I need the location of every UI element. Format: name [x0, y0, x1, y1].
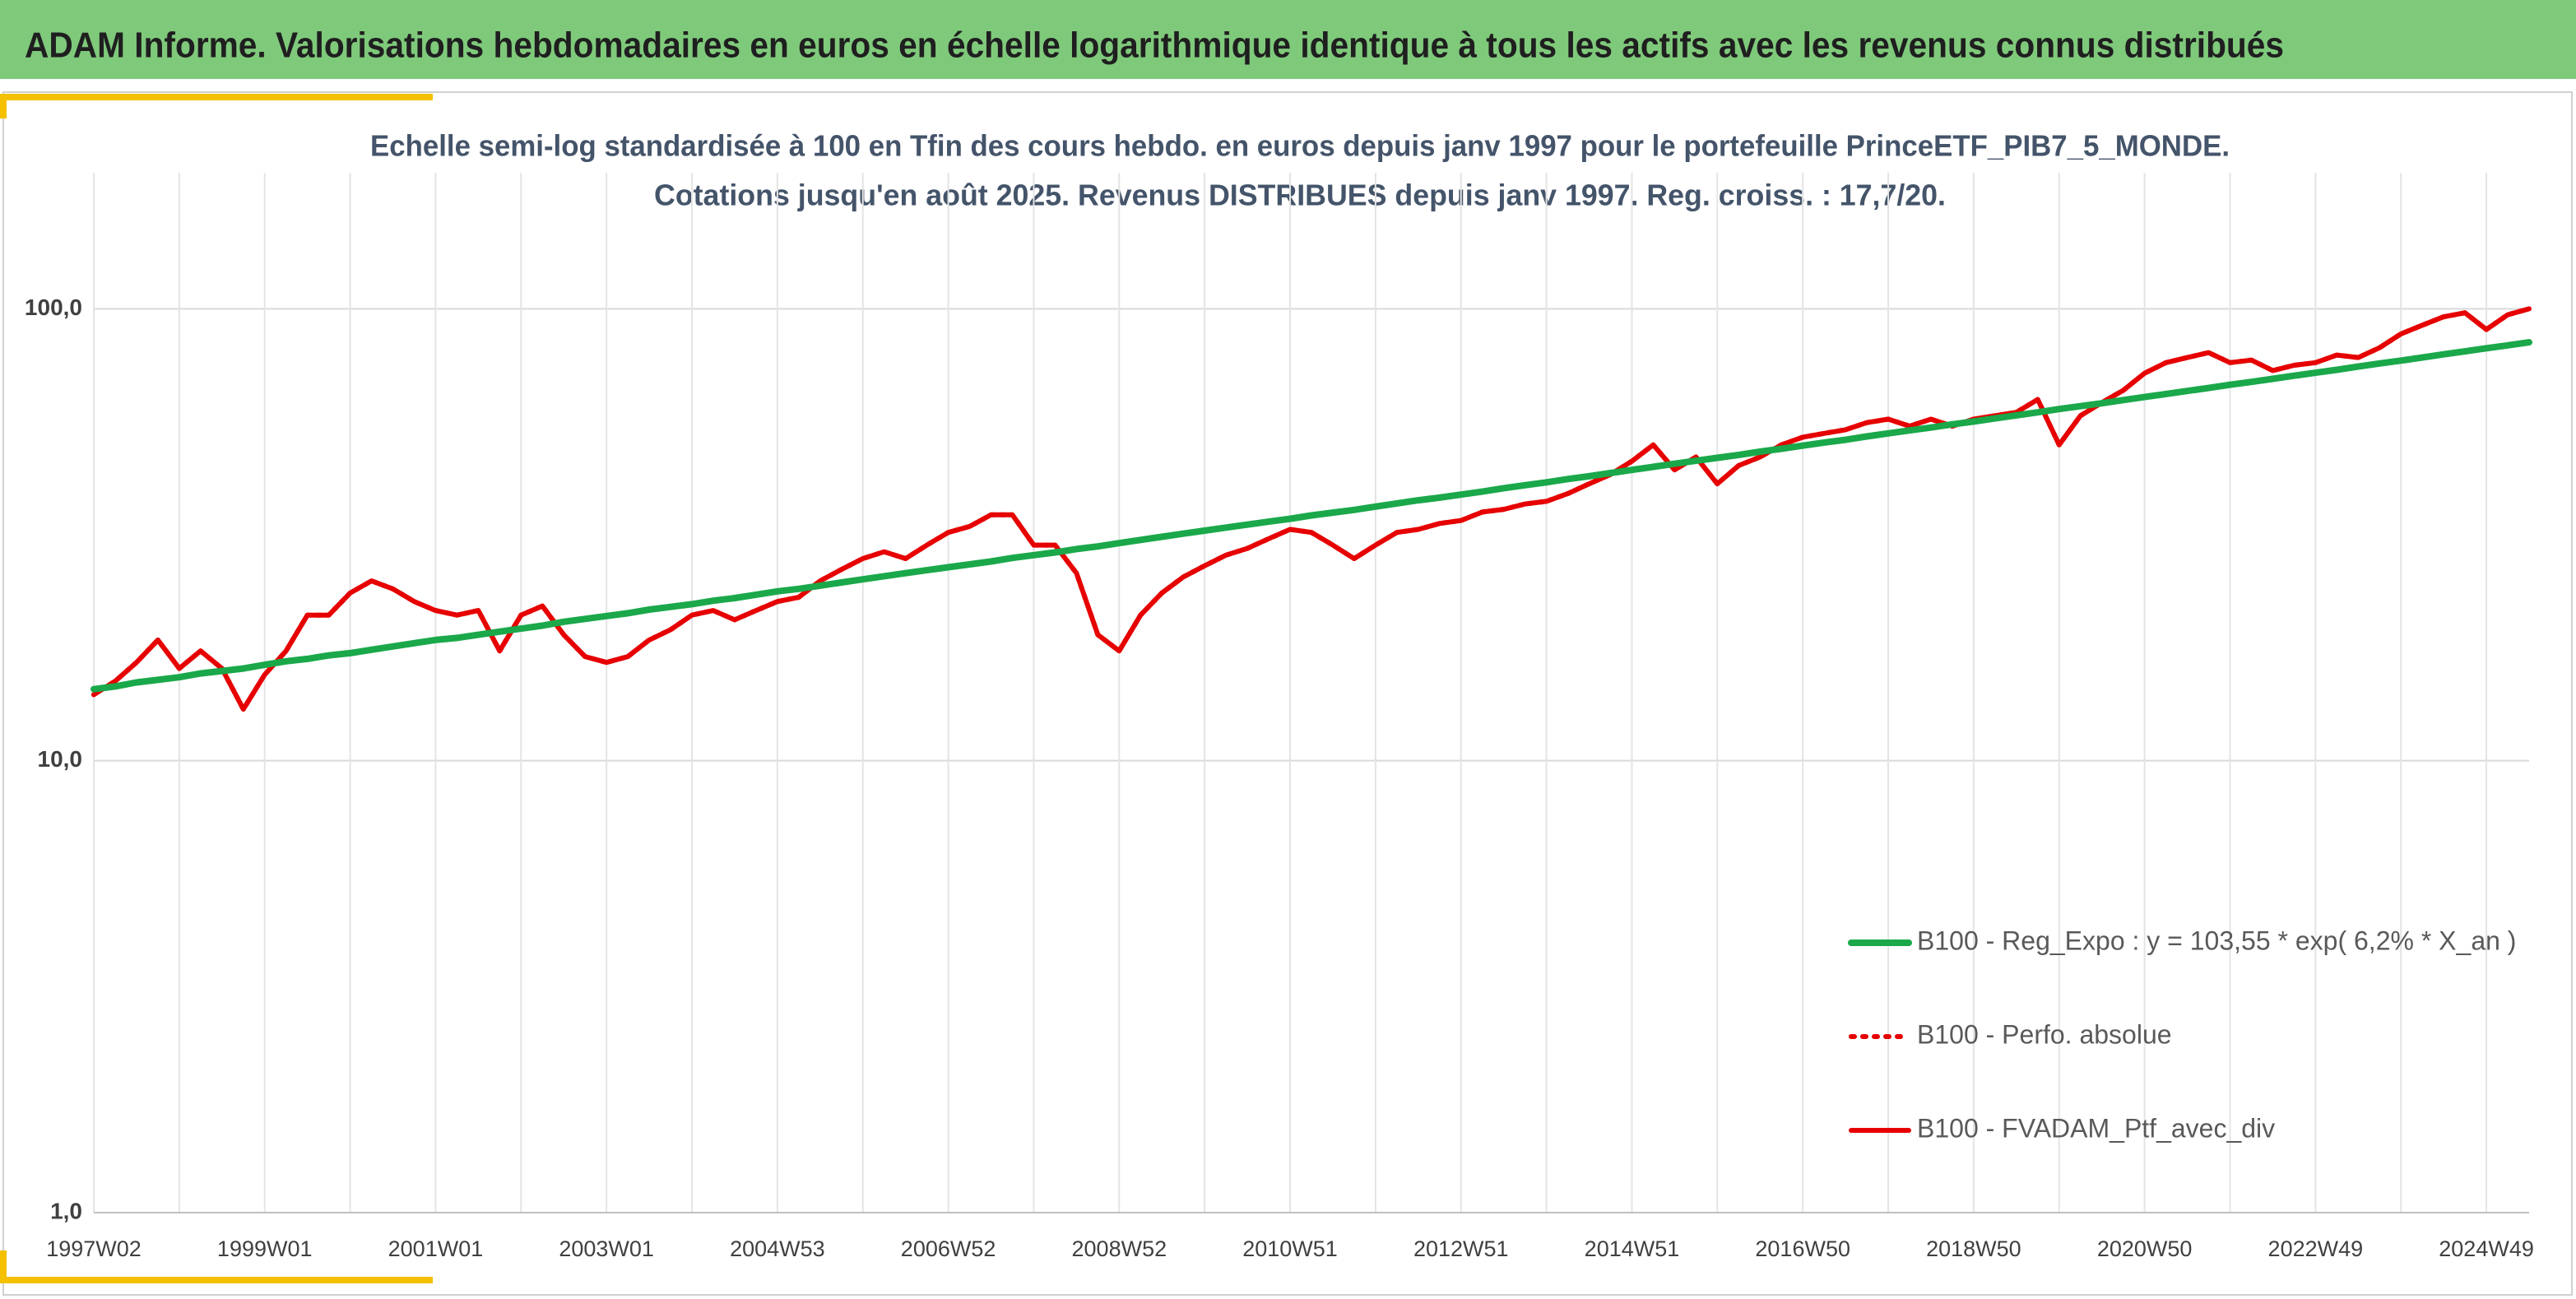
corner-accent [0, 1250, 7, 1283]
x-tick-label: 2024W49 [2439, 1236, 2534, 1261]
x-tick-label: 2003W01 [559, 1236, 654, 1261]
corner-accent [0, 94, 433, 100]
series-line [91, 339, 2532, 693]
x-tick-label: 2001W01 [388, 1236, 484, 1261]
header-band [0, 0, 2576, 79]
x-tick-label: 2014W51 [1585, 1236, 1680, 1261]
x-tick-label: 2008W52 [1072, 1236, 1167, 1261]
x-tick-label: 1999W01 [217, 1236, 313, 1261]
x-tick-label: 1997W02 [46, 1236, 142, 1261]
y-tick-label: 100,0 [25, 295, 82, 320]
chart-frame [2, 91, 2573, 1296]
chart-title: Echelle semi-log standardisée à 100 en T… [370, 129, 2230, 163]
corner-accent [0, 94, 7, 118]
x-tick-label: 2010W51 [1242, 1236, 1338, 1261]
legend-label: B100 - FVADAM_Ptf_avec_div [1917, 1113, 2275, 1143]
legend-label: B100 - Perfo. absolue [1917, 1019, 2172, 1049]
plot [91, 306, 2532, 712]
grid: 1,0 10,0 100,0 1997W02 1999W01 2001W01 2003W01… [25, 173, 2534, 1261]
x-tick-label: 2018W50 [1926, 1236, 2021, 1261]
series-line [91, 306, 2532, 712]
x-tick-label: 2012W51 [1413, 1236, 1509, 1261]
x-tick-label: 2006W52 [901, 1236, 996, 1261]
header-title: ADAM Informe. Valorisations hebdomadaire… [25, 26, 2284, 66]
corner-accent [0, 1277, 433, 1283]
x-tick-label: 2022W49 [2268, 1236, 2364, 1261]
y-tick-label: 1,0 [50, 1198, 82, 1223]
x-tick-label: 2016W50 [1755, 1236, 1850, 1261]
x-tick-label: 2004W53 [730, 1236, 825, 1261]
chart-subtitle: Cotations jusqu'en août 2025. Revenus DI… [654, 179, 1946, 212]
legend-label: B100 - Reg_Expo : y = 103,55 * exp( 6,2%… [1917, 926, 2516, 955]
series-line [91, 306, 2532, 712]
y-tick-label: 10,0 [38, 746, 83, 772]
legend: B100 - Reg_Expo : y = 103,55 * exp( 6,2%… [1848, 926, 2516, 1143]
x-tick-label: 2020W50 [2097, 1236, 2193, 1261]
